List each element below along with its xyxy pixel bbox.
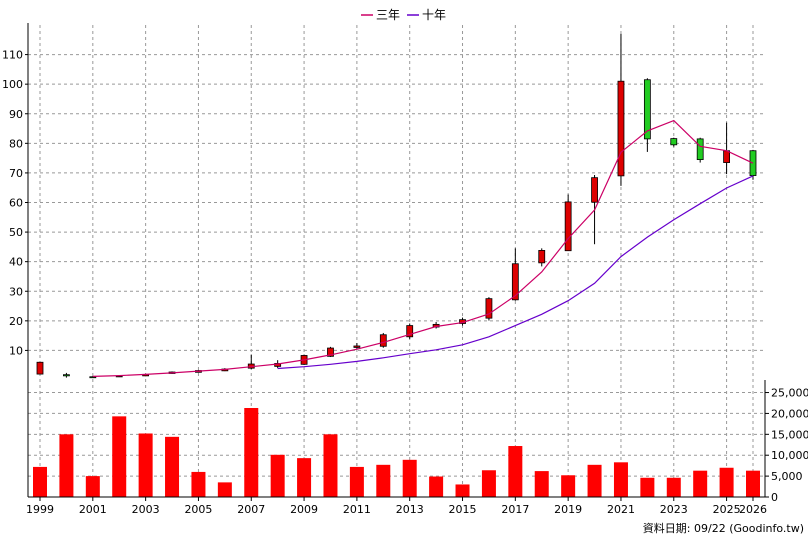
x-tick-label: 2005 (184, 503, 212, 516)
volume-bar (719, 467, 734, 497)
candle-body (63, 374, 70, 377)
legend-label-10y: 十年 (422, 8, 446, 22)
volume-bar (85, 476, 100, 497)
volume-bar (455, 484, 470, 497)
x-tick-label: 2001 (79, 503, 107, 516)
volume-tick-label: 20,000 (771, 407, 808, 420)
legend: 三年 十年 (361, 8, 446, 22)
candle-body (36, 361, 44, 375)
candlesticks (36, 33, 757, 379)
volume-bar (270, 454, 285, 497)
x-tick-label: 2007 (237, 503, 265, 516)
x-tick-label: 2009 (290, 503, 318, 516)
volume-tick-label: 15,000 (771, 428, 808, 441)
x-tick-label: 2015 (449, 503, 477, 516)
candle-body (379, 334, 387, 347)
axes (25, 23, 769, 501)
candle-body (538, 250, 546, 264)
candle-body (485, 298, 493, 319)
volume-tick-label: 0 (771, 491, 778, 504)
volume-bar (376, 464, 391, 497)
price-tick-label: 40 (9, 256, 23, 269)
candle-body (617, 80, 625, 177)
grid-lines (28, 25, 765, 497)
candle-body (406, 325, 414, 338)
candle-body (723, 150, 730, 163)
volume-bar (402, 459, 417, 497)
candle-body (511, 263, 519, 301)
price-tick-label: 30 (9, 285, 23, 298)
x-tick-label: 1999 (26, 503, 54, 516)
series-line (92, 119, 754, 377)
volume-bar (429, 476, 444, 497)
candle-body (696, 138, 704, 161)
x-tick-label: 2011 (343, 503, 371, 516)
x-tick-label: 2013 (396, 503, 424, 516)
x-tick-label: 2017 (501, 503, 529, 516)
footer-source: 資料日期: 09/22 (Goodinfo.tw) (643, 521, 804, 535)
volume-bar (59, 434, 74, 497)
legend-label-3y: 三年 (376, 8, 400, 22)
volume-bar (508, 446, 523, 497)
volume-tick-label: 25,000 (771, 387, 808, 400)
candle-body (564, 201, 572, 252)
x-tick-label: 2021 (607, 503, 635, 516)
volume-bar (640, 477, 655, 497)
volume-bar (138, 433, 153, 497)
volume-bar (112, 416, 127, 497)
volume-bar (693, 470, 708, 497)
price-tick-label: 50 (9, 226, 23, 239)
volume-bar (561, 475, 576, 497)
volume-tick-label: 10,000 (771, 449, 808, 462)
price-tick-label: 110 (2, 49, 23, 62)
volume-bar (191, 471, 206, 497)
volume-bars (33, 407, 760, 497)
tick-labels: 10 20 30 40 50 60 70 80 90 100 110 0 5,000 10,000 15,0… (2, 49, 808, 516)
x-tick-label: 2003 (132, 503, 160, 516)
x-tick-label: 2025 (713, 503, 741, 516)
volume-bar (666, 477, 681, 497)
price-tick-label: 100 (2, 78, 23, 91)
candle-body (327, 347, 334, 357)
x-tick-label: 2026 (739, 503, 767, 516)
volume-bar (323, 434, 338, 497)
volume-bar (534, 471, 549, 497)
volume-bar (33, 466, 47, 497)
candle-body (353, 345, 361, 348)
volume-bar (613, 462, 628, 497)
candle-body (643, 79, 651, 140)
x-tick-label: 2019 (554, 503, 582, 516)
volume-bar (587, 464, 602, 497)
moving-average-lines (92, 119, 754, 377)
price-tick-label: 70 (9, 167, 23, 180)
volume-tick-label: 5,000 (771, 470, 803, 483)
price-tick-label: 90 (9, 108, 23, 121)
volume-bar (165, 436, 180, 497)
x-tick-label: 2023 (660, 503, 688, 516)
candle-body (591, 177, 598, 203)
candle-body (670, 138, 678, 146)
price-tick-label: 80 (9, 137, 23, 150)
price-tick-label: 60 (9, 197, 23, 210)
volume-bar (349, 466, 364, 497)
volume-bar (297, 458, 312, 497)
volume-bar (481, 470, 496, 497)
price-tick-label: 20 (9, 315, 23, 328)
volume-bar (217, 482, 232, 497)
series-line (277, 175, 754, 370)
price-tick-label: 10 (9, 344, 23, 357)
volume-bar (244, 407, 259, 497)
volume-bar (746, 470, 760, 497)
